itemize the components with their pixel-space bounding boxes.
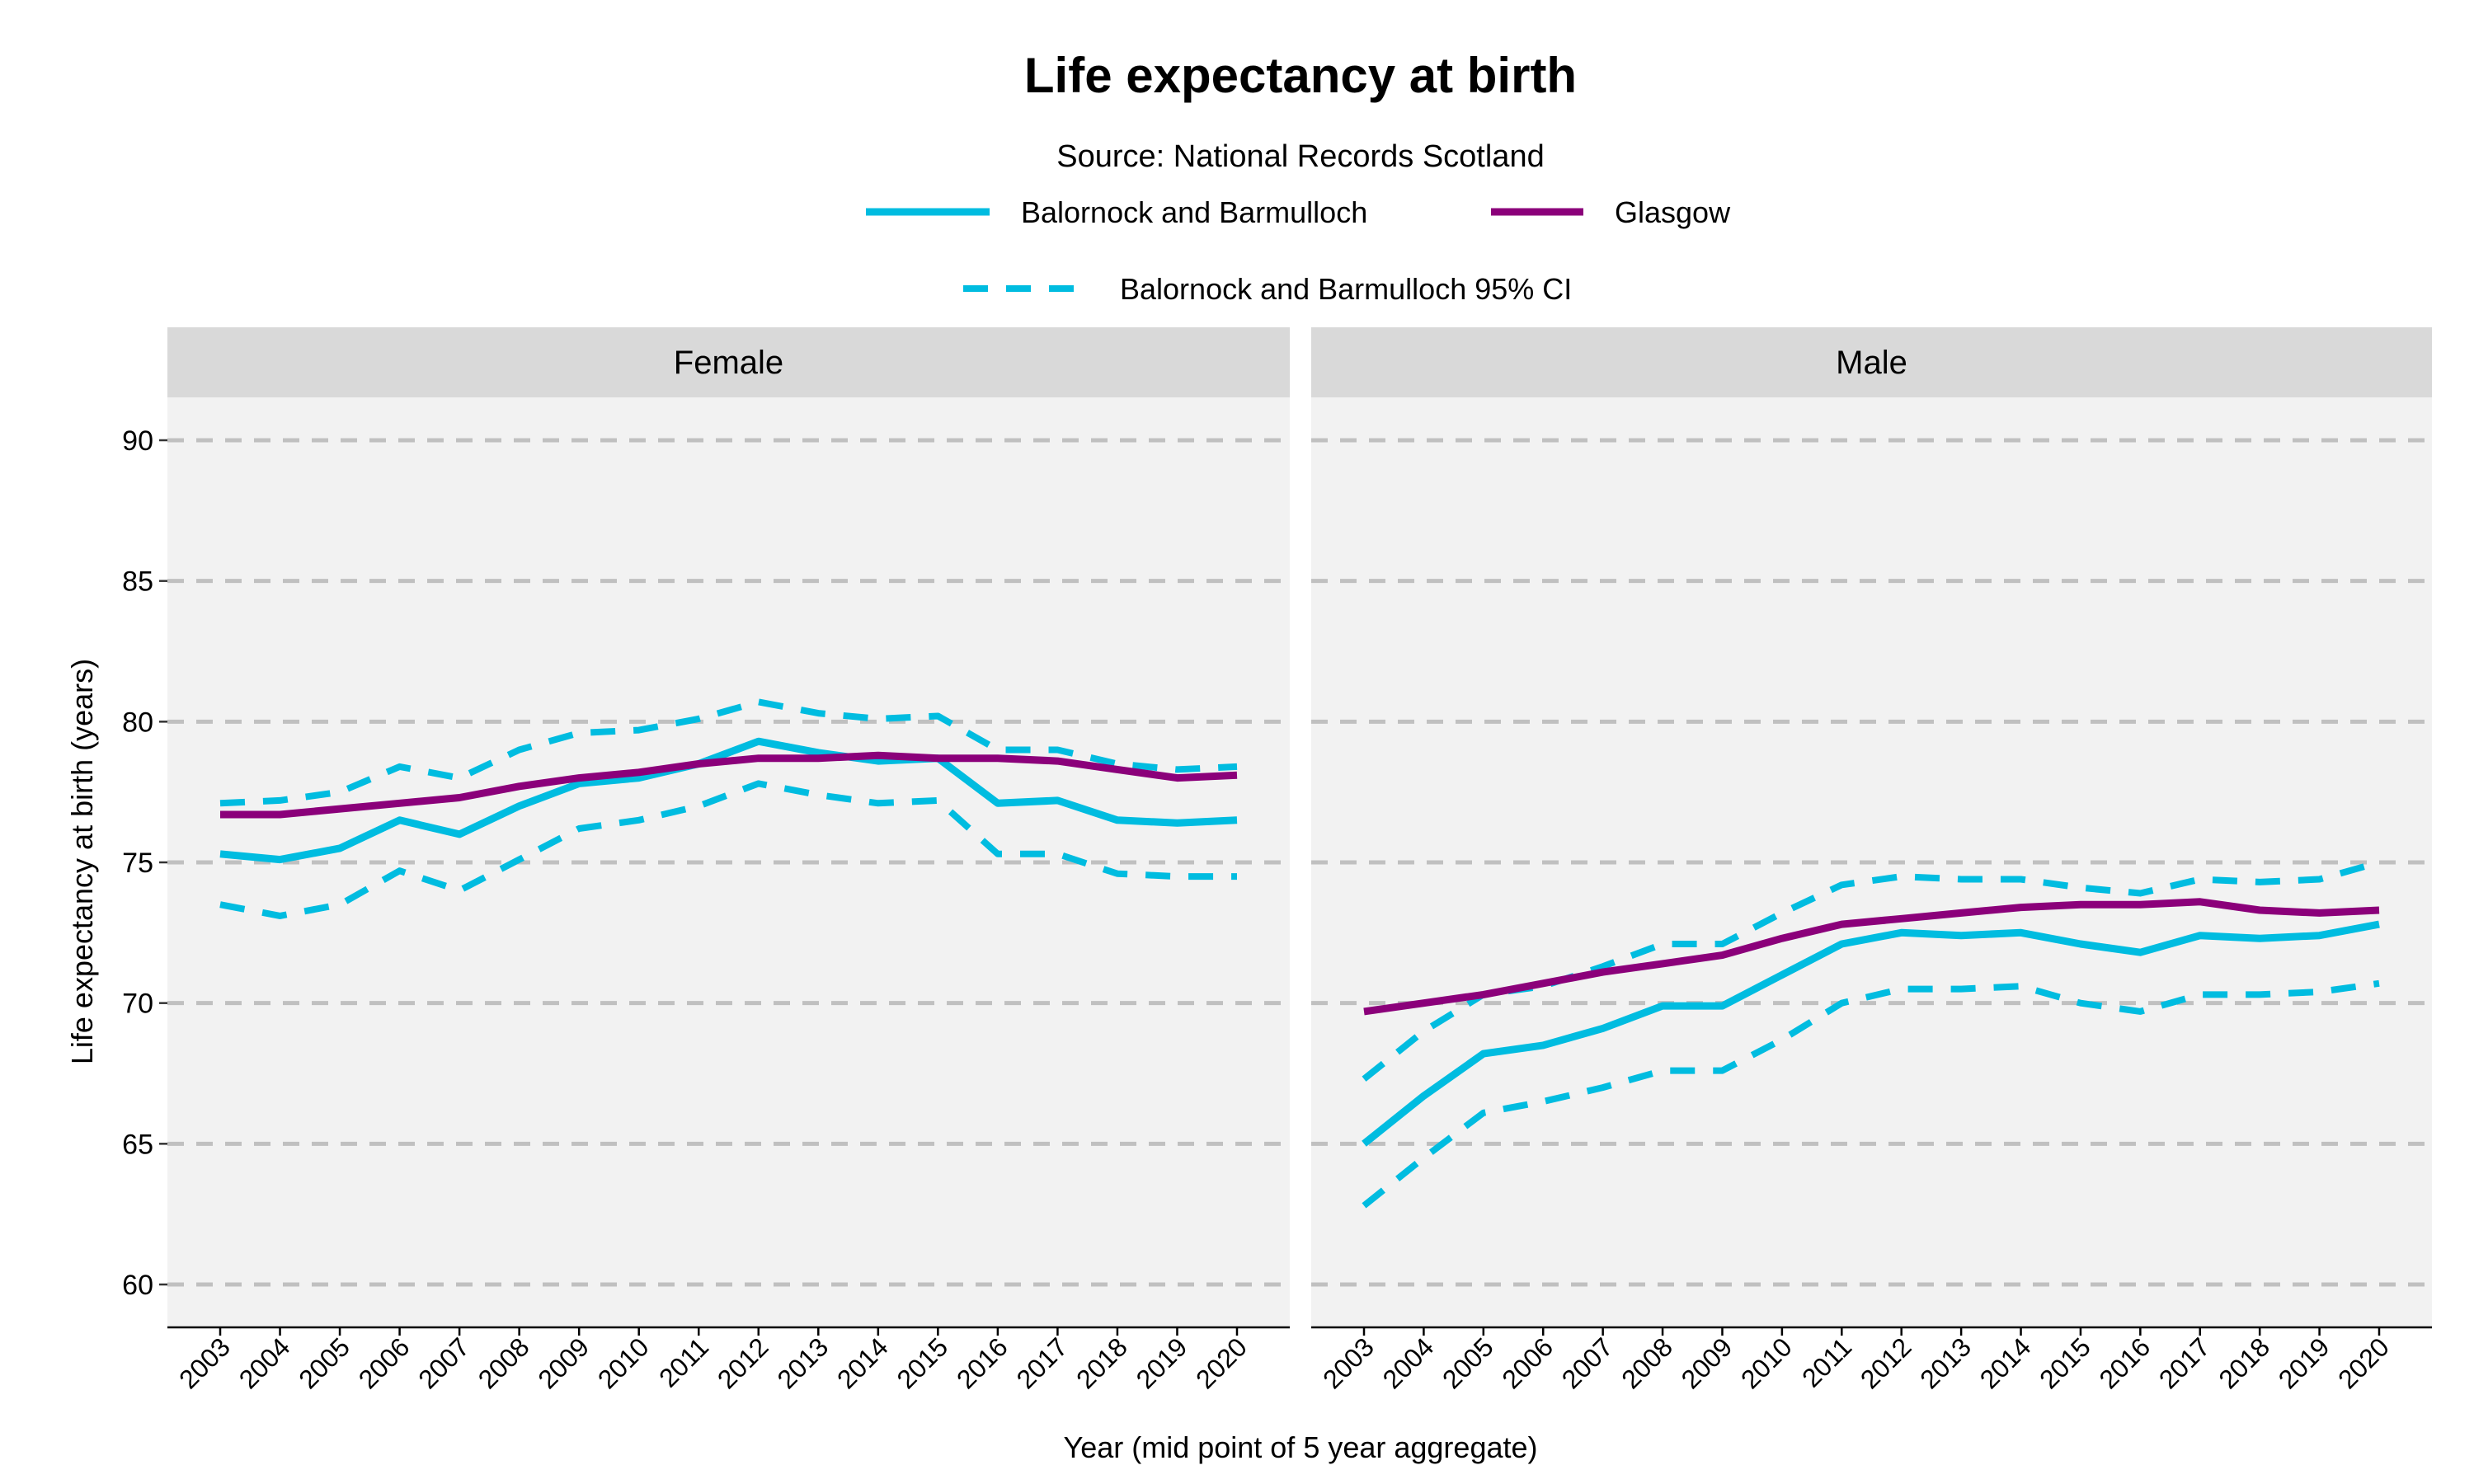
x-tick-label: 2014 xyxy=(831,1331,894,1394)
x-tick-label: 2006 xyxy=(353,1331,416,1394)
x-tick-label: 2018 xyxy=(2213,1331,2275,1394)
x-tick-label: 2008 xyxy=(1616,1331,1678,1394)
x-tick-label: 2020 xyxy=(1190,1331,1253,1394)
x-tick-label: 2009 xyxy=(532,1331,595,1394)
ci-upper-line xyxy=(219,698,1238,807)
x-tick-label: 2012 xyxy=(712,1331,774,1394)
chart-subtitle: Source: National Records Scotland xyxy=(1056,139,1544,174)
x-tick-label: 2004 xyxy=(233,1331,296,1394)
x-tick-label: 2003 xyxy=(173,1331,236,1394)
y-tick-label: 60 xyxy=(122,1270,153,1301)
facet-strip xyxy=(167,327,1290,397)
legend-label-area: Balornock and Barmulloch xyxy=(1021,195,1367,229)
area-line xyxy=(219,737,1238,864)
facet-label: Female xyxy=(674,345,783,381)
x-tick-label: 2005 xyxy=(1437,1331,1499,1394)
x-tick-label: 2008 xyxy=(473,1331,535,1394)
x-axis-title: Year (mid point of 5 year aggregate) xyxy=(1063,1430,1537,1464)
x-tick-label: 2006 xyxy=(1496,1331,1559,1394)
ci-lower-line xyxy=(1362,979,2380,1209)
x-tick-label: 2007 xyxy=(1556,1331,1619,1394)
facet-strip xyxy=(1311,327,2432,397)
x-tick-label: 2020 xyxy=(2332,1331,2395,1394)
x-tick-label: 2017 xyxy=(2153,1331,2216,1394)
x-tick-label: 2019 xyxy=(2273,1331,2335,1394)
y-tick-label: 90 xyxy=(122,425,153,457)
y-tick-label: 75 xyxy=(122,848,153,879)
y-tick-label: 65 xyxy=(122,1129,153,1160)
x-tick-label: 2010 xyxy=(1735,1331,1798,1394)
panel-female: Female2003200420052006200720082009201020… xyxy=(167,327,1290,1394)
y-tick-label: 70 xyxy=(122,989,153,1020)
x-tick-label: 2013 xyxy=(771,1331,834,1394)
x-tick-label: 2011 xyxy=(653,1331,714,1392)
x-tick-label: 2007 xyxy=(412,1331,475,1394)
y-tick-label: 85 xyxy=(122,566,153,598)
x-tick-label: 2004 xyxy=(1377,1331,1440,1394)
x-tick-label: 2015 xyxy=(2034,1331,2096,1394)
y-axis-title: Life expectancy at birth (years) xyxy=(65,659,99,1064)
chart-title: Life expectancy at birth xyxy=(1024,48,1577,103)
x-tick-label: 2019 xyxy=(1131,1331,1193,1394)
x-tick-label: 2012 xyxy=(1855,1331,1917,1394)
x-tick-label: 2013 xyxy=(1914,1331,1977,1394)
legend: Balornock and Barmulloch Glasgow Balorno… xyxy=(866,195,1731,306)
x-tick-label: 2010 xyxy=(592,1331,655,1394)
legend-label-glasgow: Glasgow xyxy=(1615,195,1731,229)
x-tick-label: 2009 xyxy=(1676,1331,1738,1394)
glasgow-line xyxy=(220,751,1238,819)
ci-lower-line xyxy=(219,780,1237,919)
panel-male: Male 200320042005200620072008200920102011… xyxy=(1311,327,2432,1394)
glasgow-line xyxy=(1363,898,2380,1016)
area-line xyxy=(1362,920,2380,1147)
x-tick-label: 2011 xyxy=(1796,1331,1857,1392)
x-tick-label: 2017 xyxy=(1011,1331,1074,1394)
legend-label-ci: Balornock and Barmulloch 95% CI xyxy=(1120,272,1572,306)
x-tick-label: 2018 xyxy=(1070,1331,1133,1394)
y-axis: 60 65 70 75 80 85 90 xyxy=(122,425,167,1301)
x-tick-label: 2014 xyxy=(1974,1331,2037,1394)
x-tick-label: 2016 xyxy=(951,1331,1014,1394)
x-tick-label: 2003 xyxy=(1317,1331,1380,1394)
x-tick-label: 2005 xyxy=(293,1331,355,1394)
y-tick-label: 80 xyxy=(122,707,153,738)
x-tick-label: 2015 xyxy=(891,1331,954,1394)
x-tick-label: 2016 xyxy=(2094,1331,2157,1394)
facet-label: Male xyxy=(1836,345,1907,381)
